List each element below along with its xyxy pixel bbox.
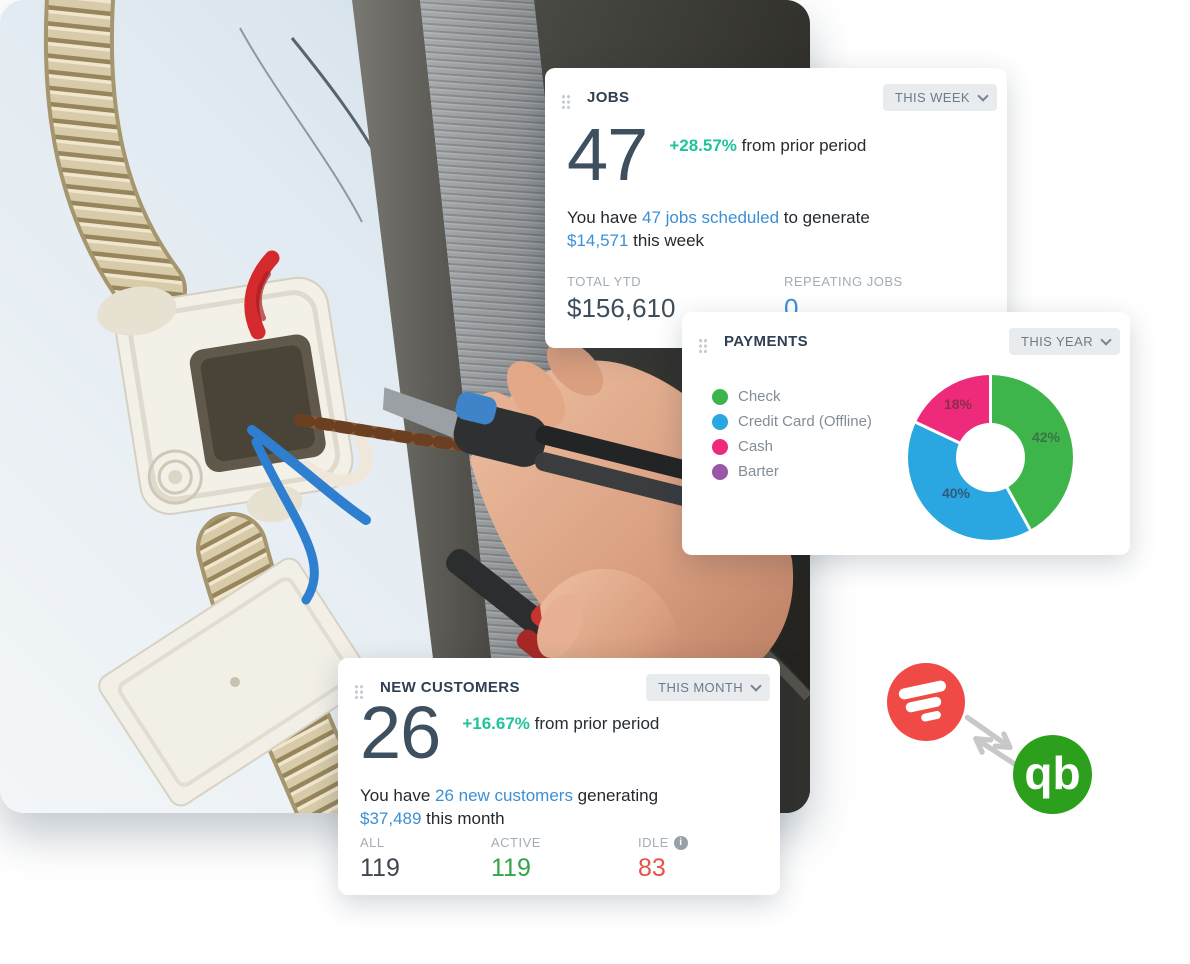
payments-card-title: PAYMENTS: [724, 333, 809, 350]
jobs-card-title: JOBS: [587, 89, 630, 106]
sync-arrows-icon: [964, 714, 1022, 770]
stat-label: ACTIVE: [491, 835, 541, 850]
stat-value: $156,610: [567, 293, 676, 323]
slice-label-check: 42%: [1031, 429, 1061, 445]
drag-handle-icon[interactable]: [561, 94, 571, 109]
jobs-summary-text: this week: [628, 231, 705, 251]
payments-legend: Check Credit Card (Offline) Cash Barter: [712, 384, 872, 484]
red-swirl-glyph: [898, 680, 947, 722]
new-customers-card: NEW CUSTOMERS THIS MONTH 26 +16.67% from…: [338, 658, 780, 895]
jobs-stat-total-ytd: TOTAL YTD $156,610: [567, 274, 784, 324]
new-customers-period-label: THIS MONTH: [658, 680, 743, 695]
legend-item-barter[interactable]: Barter: [712, 459, 872, 484]
wires: [244, 250, 474, 605]
new-customers-delta: +16.67% from prior period: [462, 714, 659, 734]
new-customers-link[interactable]: 26 new customers: [435, 786, 573, 805]
payments-donut-chart: 42% 40% 18%: [908, 375, 1073, 540]
legend-dot: [712, 413, 728, 430]
jobs-card: JOBS THIS WEEK 47 +28.57% from prior per…: [545, 68, 1007, 348]
jobs-delta-value: +28.57%: [669, 136, 737, 155]
new-customers-summary-text: this month: [421, 809, 505, 829]
legend-item-check[interactable]: Check: [712, 384, 872, 409]
stat-label: IDLE: [638, 835, 688, 850]
stat-label: TOTAL YTD: [567, 274, 642, 289]
stat-label-text: IDLE: [638, 835, 669, 850]
customers-stat-active: ACTIVE 119: [491, 835, 638, 883]
new-customers-delta-suffix: from prior period: [534, 714, 660, 733]
new-customers-count: 26: [360, 691, 441, 774]
quickbooks-glyph: qb: [1024, 747, 1080, 799]
legend-dot: [712, 438, 728, 455]
jobs-period-label: THIS WEEK: [894, 90, 970, 105]
box-lid: [98, 557, 372, 807]
jobs-period-dropdown[interactable]: THIS WEEK: [882, 84, 997, 111]
conduit-vertical: [43, 0, 187, 325]
chevron-down-icon: [977, 89, 989, 102]
red-swirl-app-logo: [887, 663, 965, 741]
payments-card-header: PAYMENTS THIS YEAR: [682, 328, 1130, 360]
stat-value: 119: [360, 854, 400, 882]
jobs-summary-text: to generate: [779, 208, 870, 227]
jobs-metric-row: 47 +28.57% from prior period: [567, 113, 866, 196]
new-customers-period-dropdown[interactable]: THIS MONTH: [646, 674, 770, 701]
jobs-card-header: JOBS THIS WEEK: [545, 84, 1007, 116]
junction-box: [97, 276, 354, 523]
customers-stat-idle: IDLE 83: [638, 835, 688, 883]
donut-hole: [955, 422, 1026, 493]
legend-label: Check: [738, 388, 781, 405]
new-customers-revenue-link[interactable]: $37,489: [360, 809, 422, 829]
jobs-delta: +28.57% from prior period: [669, 136, 866, 156]
jobs-summary: You have 47 jobs scheduled to generate $…: [567, 206, 870, 253]
stat-label: ALL: [360, 835, 385, 850]
legend-dot: [712, 463, 728, 480]
stat-value: 83: [638, 854, 666, 882]
new-customers-card-title: NEW CUSTOMERS: [380, 679, 520, 696]
legend-label: Barter: [738, 463, 779, 480]
legend-label: Credit Card (Offline): [738, 413, 872, 430]
stat-value: 119: [491, 854, 531, 882]
drag-handle-icon[interactable]: [698, 338, 708, 353]
info-icon[interactable]: [673, 835, 688, 850]
new-customers-summary: You have 26 new customers generating $37…: [360, 784, 658, 831]
quickbooks-logo: qb: [1013, 735, 1092, 814]
jobs-summary-text: You have: [567, 208, 642, 227]
payments-period-dropdown[interactable]: THIS YEAR: [1009, 328, 1120, 355]
pliers: [382, 387, 707, 510]
chevron-down-icon: [750, 679, 762, 692]
jobs-count: 47: [567, 113, 648, 196]
chevron-down-icon: [1100, 333, 1112, 346]
legend-label: Cash: [738, 438, 774, 455]
new-customers-card-header: NEW CUSTOMERS THIS MONTH: [338, 674, 780, 706]
jobs-delta-suffix: from prior period: [741, 136, 867, 155]
new-customers-metric-row: 26 +16.67% from prior period: [360, 691, 659, 774]
slice-label-credit-card: 40%: [941, 485, 971, 501]
drag-handle-icon[interactable]: [354, 684, 364, 699]
legend-item-cash[interactable]: Cash: [712, 434, 872, 459]
jobs-stats-row: TOTAL YTD $156,610 REPEATING JOBS 0: [567, 274, 985, 324]
stat-label: REPEATING JOBS: [784, 274, 903, 289]
legend-dot: [712, 388, 728, 405]
jobs-revenue-link[interactable]: $14,571: [567, 231, 629, 251]
slice-label-cash: 18%: [943, 396, 973, 412]
new-customers-summary-text: You have: [360, 786, 435, 805]
jobs-scheduled-link[interactable]: 47 jobs scheduled: [642, 208, 780, 227]
payments-card: PAYMENTS THIS YEAR Check Credit Card (Of…: [682, 312, 1130, 555]
payments-period-label: THIS YEAR: [1021, 334, 1093, 349]
legend-item-credit-card[interactable]: Credit Card (Offline): [712, 409, 872, 434]
new-customers-delta-value: +16.67%: [462, 714, 530, 733]
new-customers-stats-row: ALL 119 ACTIVE 119 IDLE 83: [360, 835, 758, 883]
new-customers-summary-text: generating: [572, 786, 659, 805]
svg-text:qb: qb: [1024, 747, 1080, 799]
customers-stat-all: ALL 119: [360, 835, 491, 883]
